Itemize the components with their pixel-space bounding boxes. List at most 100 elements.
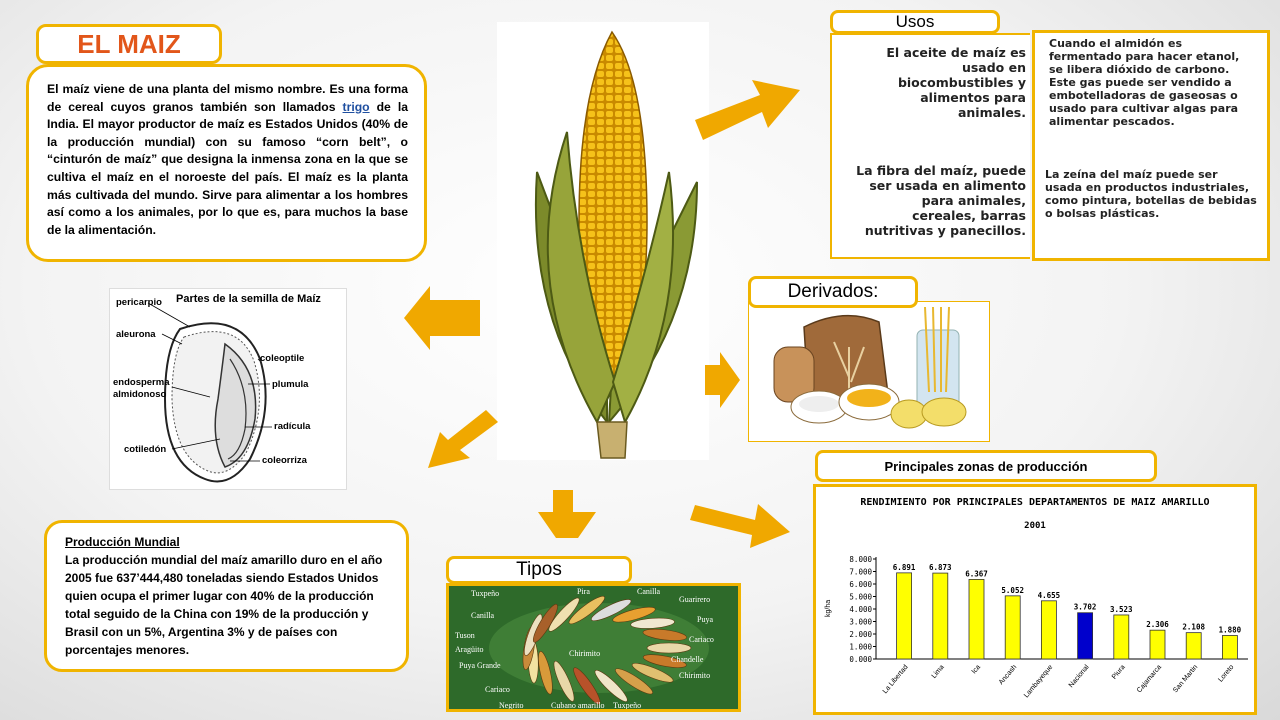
tipos-tab-label: Tipos [516,559,562,580]
y-tick-label: 4.000 [849,605,872,614]
variety-label: Aragüito [455,645,483,654]
usos-text-almidon: Cuando el almidón es fermentado para hac… [1049,37,1240,128]
x-tick-label: La Libertad [882,664,910,695]
bar [932,572,949,660]
corn-ear-icon [590,599,632,622]
arrow-icon [404,286,480,350]
variety-label: Tuson [455,631,475,640]
y-tick-label: 0.000 [849,655,872,664]
bar-value-label: 1.880 [1219,626,1242,635]
corn-ear-icon [553,660,575,702]
seed-label: plumula [272,379,309,390]
bar [1113,614,1130,660]
bar [1077,612,1094,660]
corn-ear-icon [615,668,653,695]
arrow-icon [538,490,596,538]
variety-label: Canilla [637,587,661,596]
bar-value-label: 2.108 [1182,623,1205,632]
intro-box: El maíz viene de una planta del mismo no… [26,64,427,262]
tipos-tab: Tipos [446,556,632,584]
title-tab: EL MAIZ [36,24,222,64]
seed-illustration [147,302,272,483]
variety-label: Tuxpeño [471,589,499,598]
bar-value-label: 6.891 [893,563,916,572]
arrow-icon [695,80,800,140]
seed-diagram: Partes de la semilla de Maíz pericarpio … [109,288,347,490]
zonas-tab-label: Principales zonas de producción [884,458,1088,474]
corn-ear-icon [631,662,674,683]
corn-ear-icon [642,654,687,668]
y-tick-label: 1.000 [849,643,872,652]
usos-text-aceite: El aceite de maíz es usado en biocombust… [886,45,1026,120]
x-tick-label: San Martin [1172,664,1199,695]
page-title: EL MAIZ [77,28,181,59]
variety-label: Negrito [499,701,523,709]
y-tick-label: 8.000 [849,555,872,564]
y-tick-label: 2.000 [849,630,872,639]
corn-ear-icon [594,669,628,702]
y-tick-label: 6.000 [849,580,872,589]
seed-title: Partes de la semilla de Maíz [176,293,321,305]
arrow-icon [705,352,740,408]
corn-ear-icon [642,628,687,641]
derivados-tab-label: Derivados: [787,281,879,302]
variety-label: Cubano amarillo [551,701,605,709]
intro-text: El maíz viene de una planta del mismo no… [47,82,408,237]
chart-subtitle: 2001 [1024,521,1046,531]
bar [1185,632,1202,660]
usos-text-fibra: La fibra del maíz, puede ser usada en al… [856,163,1026,238]
variety-label: Guarirero [679,595,710,604]
corn-ear-icon [612,606,656,623]
usos-text-zeina: La zeína del maíz puede ser usada en pro… [1045,168,1257,220]
bar-value-label: 2.306 [1146,620,1169,629]
corn-ear-icon [630,617,675,629]
variety-label: Chirimito [679,671,710,680]
x-tick-label: Nacional [1068,663,1091,689]
variety-label: Cariaco [689,635,714,644]
bar-value-label: 3.523 [1110,605,1133,614]
seed-label: coleorriza [262,455,307,466]
bar [1004,595,1021,660]
seed-label: radícula [274,421,311,432]
x-tick-label: Ancash [998,664,1018,686]
tipos-image: Tuxpeño Pira Canilla Guarirero Canilla Puya Tu… [446,583,741,712]
x-tick-label: Piura [1111,664,1127,681]
seed-label: almidonoso [113,389,167,400]
bar-value-label: 5.052 [1001,586,1024,595]
seed-label: endosperma [113,377,170,388]
bar-chart: RENDIMIENTO POR PRINCIPALES DEPARTAMENTO… [825,497,1248,700]
bar [1149,629,1166,660]
variety-label: Chirimito [569,649,600,658]
variety-label: Pira [577,587,590,596]
y-tick-label: 5.000 [849,593,872,602]
variety-label: Puya Grande [459,661,501,670]
derivados-tab: Derivados: [748,276,918,308]
zonas-tab: Principales zonas de producción [815,450,1157,482]
bar-value-label: 6.367 [965,569,988,578]
corn-ear-icon [573,667,601,705]
production-text: La producción mundial del maíz amarillo … [65,553,383,657]
yield-chart: RENDIMIENTO POR PRINCIPALES DEPARTAMENTO… [813,484,1257,715]
usos-right-panel: Cuando el almidón es fermentado para hac… [1032,30,1270,261]
seed-label: pericarpio [116,297,162,308]
production-heading: Producción Mundial [65,535,180,549]
variety-label: Tuxpeño [613,701,641,709]
x-tick-label: Lambayeque [1023,664,1054,700]
corn-ear-icon [646,642,692,654]
derivados-image [748,301,990,442]
bar-value-label: 4.655 [1038,591,1061,600]
seed-label: coleoptile [260,353,305,364]
y-axis-label: kg/ha [825,600,832,617]
variety-label: Puya [697,615,713,624]
corn-ear-icon [538,650,553,695]
bar [1040,600,1057,660]
chart-title: RENDIMIENTO POR PRINCIPALES DEPARTAMENTO… [860,497,1209,508]
bar-value-label: 6.873 [929,563,952,572]
usos-tab-label: Usos [895,12,935,31]
x-tick-label: Loreto [1217,664,1235,684]
trigo-link[interactable]: trigo [342,99,370,114]
variety-label: Cariaco [485,685,510,694]
x-tick-label: Cajamarca [1136,664,1163,695]
corn-icon [534,30,698,459]
